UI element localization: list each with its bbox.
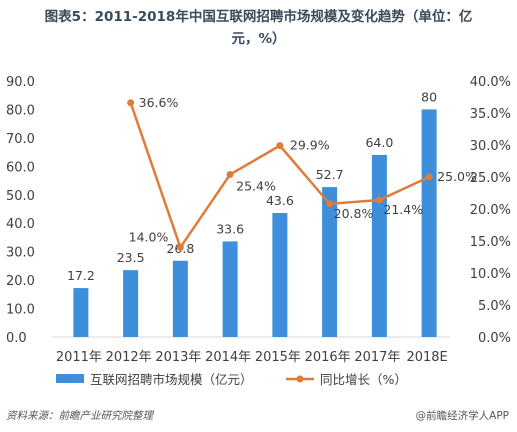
- growth-value-label: 14.0%: [129, 229, 169, 244]
- chart-title: 图表5：2011-2018年中国互联网招聘市场规模及变化趋势（单位：亿 元，%）: [0, 6, 517, 50]
- bar-2013年: [172, 260, 188, 337]
- left-axis-tick-label: 20.0: [6, 274, 35, 289]
- bar-value-label: 80: [421, 89, 437, 104]
- x-axis-tick-label: 2012年: [106, 350, 152, 365]
- growth-marker: [176, 243, 184, 251]
- growth-value-label: 36.6%: [139, 95, 179, 110]
- growth-value-label: 25.4%: [236, 178, 276, 193]
- growth-marker: [375, 196, 383, 204]
- legend-line-marker: [296, 375, 304, 383]
- right-axis-tick-label: 25.0%: [470, 171, 511, 186]
- right-axis-tick-label: 0.0%: [478, 331, 511, 346]
- title-line-1: 图表5：2011-2018年中国互联网招聘市场规模及变化趋势（单位：亿: [44, 9, 473, 25]
- bar-2011年: [73, 288, 89, 337]
- bar-value-label: 17.2: [67, 268, 95, 283]
- x-axis-tick-label: 2011年: [56, 350, 102, 365]
- left-axis-tick-label: 70.0: [6, 132, 35, 147]
- right-axis-tick-label: 30.0%: [470, 139, 511, 154]
- combo-chart: 0.0 10.0 20.0 30.0 40.0 50.0 60.0 70.0 80.0 90.0 0…: [6, 75, 511, 387]
- growth-value-label: 20.8%: [334, 206, 374, 221]
- left-axis-tick-label: 80.0: [6, 103, 35, 118]
- bar-value-label: 43.6: [266, 193, 294, 208]
- bar-value-label: 64.0: [365, 135, 393, 150]
- bar-value-label: 52.7: [316, 167, 344, 182]
- bar-2016年: [322, 187, 338, 337]
- right-axis-tick-label: 15.0%: [470, 235, 511, 250]
- right-axis-tick-label: 40.0%: [470, 75, 511, 90]
- legend-bar-swatch: [56, 374, 84, 383]
- growth-value-label: 25.0%: [437, 169, 477, 184]
- growth-marker: [127, 99, 135, 107]
- x-axis-tick-label: 2014年: [205, 350, 251, 365]
- right-axis-tick-label: 10.0%: [470, 267, 511, 282]
- growth-marker: [226, 170, 234, 178]
- bar-value-label: 33.6: [216, 221, 244, 236]
- bar-2018E: [421, 109, 437, 337]
- left-axis-tick-label: 90.0: [6, 75, 35, 90]
- left-axis-tick-label: 0.0: [6, 331, 27, 346]
- legend-bar-label: 互联网招聘市场规模（亿元）: [90, 372, 253, 387]
- x-axis-tick-label: 2016年: [305, 350, 351, 365]
- bar-2012年: [123, 270, 139, 337]
- growth-marker: [326, 200, 334, 208]
- left-axis-tick-label: 60.0: [6, 160, 35, 175]
- left-axis-tick-label: 10.0: [6, 303, 35, 318]
- bar-2015年: [272, 212, 288, 337]
- growth-marker: [276, 142, 284, 150]
- bar-2017年: [371, 154, 387, 337]
- right-axis-tick-label: 5.0%: [478, 299, 511, 314]
- x-axis-tick-label: 2013年: [155, 350, 201, 365]
- brand-note: @前瞻经济学人APP: [415, 410, 509, 422]
- source-note: 资料来源：前瞻产业研究院整理: [6, 410, 153, 422]
- left-axis-tick-label: 40.0: [6, 217, 35, 232]
- x-axis-tick-label: 2015年: [255, 350, 301, 365]
- left-axis-tick-label: 30.0: [6, 246, 35, 261]
- x-axis-tick-label: 2018E: [406, 350, 447, 365]
- bar-value-label: 23.5: [117, 250, 145, 265]
- right-axis-tick-label: 20.0%: [470, 203, 511, 218]
- title-line-2: 元，%）: [231, 31, 286, 47]
- left-axis-tick-label: 50.0: [6, 189, 35, 204]
- right-axis-tick-label: 35.0%: [470, 107, 511, 122]
- x-axis-tick-label: 2017年: [354, 350, 400, 365]
- growth-marker: [425, 173, 433, 181]
- legend-line-label: 同比增长（%）: [320, 372, 407, 387]
- bar-2014年: [222, 241, 238, 337]
- growth-value-label: 21.4%: [383, 202, 423, 217]
- growth-value-label: 29.9%: [290, 138, 330, 153]
